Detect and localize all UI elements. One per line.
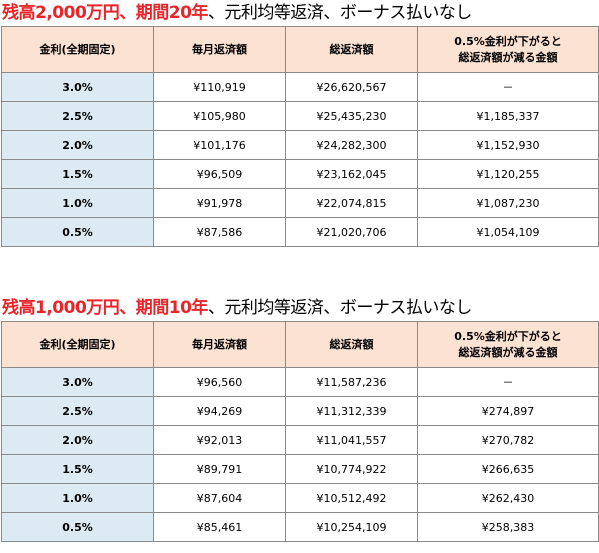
cell-total: ¥23,162,045 bbox=[285, 159, 418, 189]
cell-total: ¥10,254,109 bbox=[285, 512, 418, 542]
cell-rate: 1.0% bbox=[1, 483, 154, 513]
table-row: 3.0% ¥96,560 ¥11,587,236 － bbox=[1, 367, 599, 397]
cell-monthly: ¥94,269 bbox=[153, 396, 286, 426]
table-row: 1.0% ¥87,604 ¥10,512,492 ¥262,430 bbox=[1, 483, 599, 513]
section-title-rest: 、元利均等返済、ボーナス払いなし bbox=[207, 3, 473, 23]
cell-monthly: ¥85,461 bbox=[153, 512, 286, 542]
cell-diff: － bbox=[417, 367, 599, 397]
cell-total: ¥11,312,339 bbox=[285, 396, 418, 426]
cell-total: ¥22,074,815 bbox=[285, 188, 418, 218]
header-total: 総返済額 bbox=[285, 26, 418, 73]
cell-monthly: ¥96,509 bbox=[153, 159, 286, 189]
header-diff: 0.5%金利が下がると 総返済額が減る金額 bbox=[417, 321, 599, 368]
section-title-highlight: 残高1,000万円、期間10年 bbox=[2, 298, 208, 318]
table-row: 2.5% ¥94,269 ¥11,312,339 ¥274,897 bbox=[1, 396, 599, 426]
header-diff-line1: 0.5%金利が下がると bbox=[454, 34, 562, 48]
cell-monthly: ¥92,013 bbox=[153, 425, 286, 455]
cell-diff: ¥258,383 bbox=[417, 512, 599, 542]
cell-total: ¥25,435,230 bbox=[285, 101, 418, 131]
header-rate: 金利(全期固定) bbox=[1, 321, 154, 368]
table-row: 1.5% ¥96,509 ¥23,162,045 ¥1,120,255 bbox=[1, 159, 599, 189]
cell-rate: 3.0% bbox=[1, 72, 154, 102]
cell-diff: ¥274,897 bbox=[417, 396, 599, 426]
header-diff-line2: 総返済額が減る金額 bbox=[458, 345, 558, 359]
cell-total: ¥11,041,557 bbox=[285, 425, 418, 455]
cell-monthly: ¥105,980 bbox=[153, 101, 286, 131]
table-row: 2.5% ¥105,980 ¥25,435,230 ¥1,185,337 bbox=[1, 101, 599, 131]
loan-table-section-20y: 残高2,000万円、期間20年、元利均等返済、ボーナス払いなし 金利(全期固定)… bbox=[0, 0, 599, 247]
cell-rate: 0.5% bbox=[1, 512, 154, 542]
header-diff-line1: 0.5%金利が下がると bbox=[454, 329, 562, 343]
cell-monthly: ¥91,978 bbox=[153, 188, 286, 218]
cell-rate: 0.5% bbox=[1, 217, 154, 247]
header-total: 総返済額 bbox=[285, 321, 418, 368]
cell-diff: ¥262,430 bbox=[417, 483, 599, 513]
cell-monthly: ¥87,604 bbox=[153, 483, 286, 513]
table-row: 2.0% ¥92,013 ¥11,041,557 ¥270,782 bbox=[1, 425, 599, 455]
cell-diff: ¥1,054,109 bbox=[417, 217, 599, 247]
cell-rate: 3.0% bbox=[1, 367, 154, 397]
cell-diff: ¥270,782 bbox=[417, 425, 599, 455]
header-monthly: 毎月返済額 bbox=[153, 26, 286, 73]
table-row: 0.5% ¥87,586 ¥21,020,706 ¥1,054,109 bbox=[1, 217, 599, 247]
cell-rate: 1.5% bbox=[1, 454, 154, 484]
cell-monthly: ¥87,586 bbox=[153, 217, 286, 247]
cell-monthly: ¥96,560 bbox=[153, 367, 286, 397]
header-rate: 金利(全期固定) bbox=[1, 26, 154, 73]
cell-monthly: ¥101,176 bbox=[153, 130, 286, 160]
cell-diff: ¥1,185,337 bbox=[417, 101, 599, 131]
cell-diff: － bbox=[417, 72, 599, 102]
loan-table-section-10y: 残高1,000万円、期間10年、元利均等返済、ボーナス払いなし 金利(全期固定)… bbox=[0, 295, 599, 542]
header-diff-line2: 総返済額が減る金額 bbox=[458, 50, 558, 64]
cell-rate: 2.5% bbox=[1, 101, 154, 131]
table-header-row: 金利(全期固定) 毎月返済額 総返済額 0.5%金利が下がると 総返済額が減る金額 bbox=[1, 26, 599, 73]
cell-total: ¥21,020,706 bbox=[285, 217, 418, 247]
cell-diff: ¥1,087,230 bbox=[417, 188, 599, 218]
repayment-table: 金利(全期固定) 毎月返済額 総返済額 0.5%金利が下がると 総返済額が減る金額… bbox=[1, 321, 599, 542]
cell-rate: 2.0% bbox=[1, 425, 154, 455]
cell-rate: 1.0% bbox=[1, 188, 154, 218]
table-row: 0.5% ¥85,461 ¥10,254,109 ¥258,383 bbox=[1, 512, 599, 542]
cell-diff: ¥1,120,255 bbox=[417, 159, 599, 189]
header-monthly: 毎月返済額 bbox=[153, 321, 286, 368]
cell-total: ¥26,620,567 bbox=[285, 72, 418, 102]
cell-total: ¥10,512,492 bbox=[285, 483, 418, 513]
cell-diff: ¥266,635 bbox=[417, 454, 599, 484]
cell-total: ¥10,774,922 bbox=[285, 454, 418, 484]
section-title-highlight: 残高2,000万円、期間20年 bbox=[2, 3, 208, 23]
cell-diff: ¥1,152,930 bbox=[417, 130, 599, 160]
table-header-row: 金利(全期固定) 毎月返済額 総返済額 0.5%金利が下がると 総返済額が減る金額 bbox=[1, 321, 599, 368]
cell-monthly: ¥89,791 bbox=[153, 454, 286, 484]
cell-rate: 2.5% bbox=[1, 396, 154, 426]
cell-rate: 2.0% bbox=[1, 130, 154, 160]
cell-monthly: ¥110,919 bbox=[153, 72, 286, 102]
section-title: 残高2,000万円、期間20年、元利均等返済、ボーナス払いなし bbox=[0, 0, 599, 26]
cell-rate: 1.5% bbox=[1, 159, 154, 189]
cell-total: ¥11,587,236 bbox=[285, 367, 418, 397]
table-row: 1.0% ¥91,978 ¥22,074,815 ¥1,087,230 bbox=[1, 188, 599, 218]
section-title: 残高1,000万円、期間10年、元利均等返済、ボーナス払いなし bbox=[0, 295, 599, 321]
header-diff: 0.5%金利が下がると 総返済額が減る金額 bbox=[417, 26, 599, 73]
table-row: 1.5% ¥89,791 ¥10,774,922 ¥266,635 bbox=[1, 454, 599, 484]
section-title-rest: 、元利均等返済、ボーナス払いなし bbox=[207, 298, 473, 318]
repayment-table: 金利(全期固定) 毎月返済額 総返済額 0.5%金利が下がると 総返済額が減る金額… bbox=[1, 26, 599, 247]
table-row: 3.0% ¥110,919 ¥26,620,567 － bbox=[1, 72, 599, 102]
table-row: 2.0% ¥101,176 ¥24,282,300 ¥1,152,930 bbox=[1, 130, 599, 160]
cell-total: ¥24,282,300 bbox=[285, 130, 418, 160]
